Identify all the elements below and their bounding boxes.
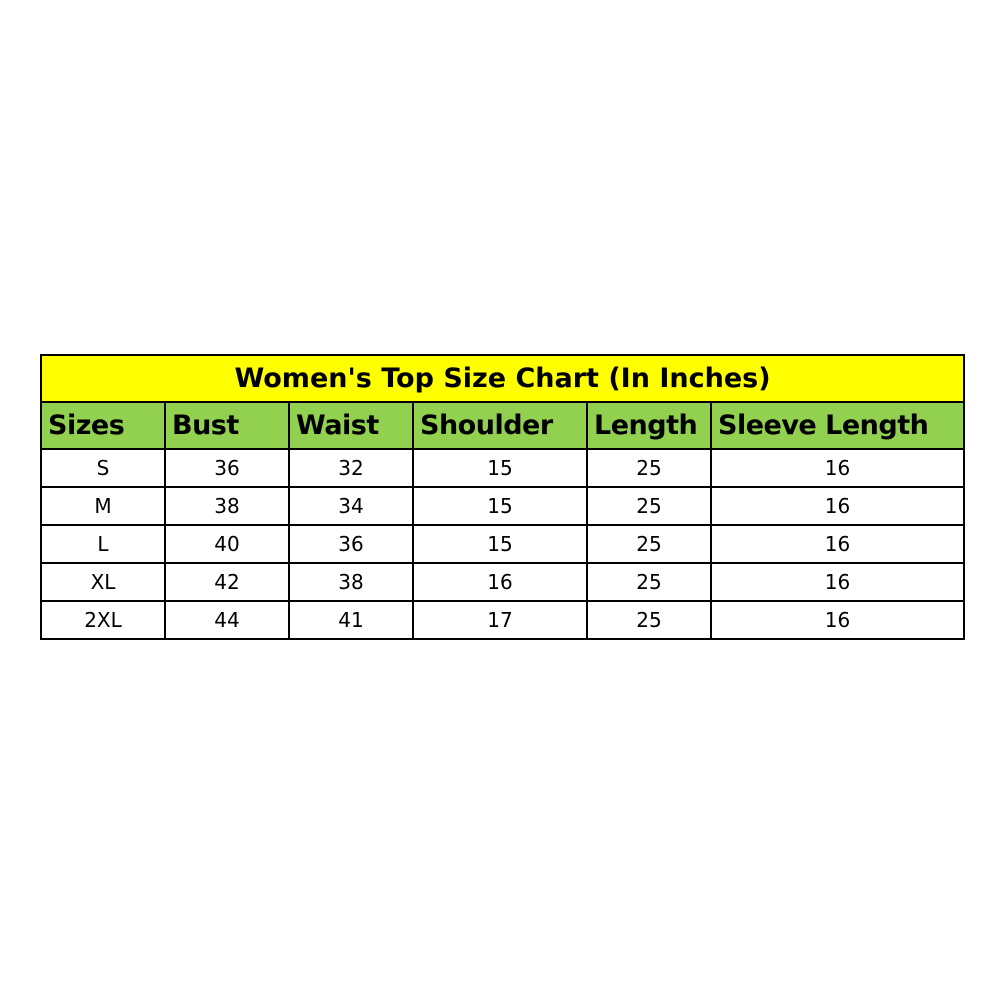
cell-shoulder: 15 bbox=[412, 448, 588, 488]
cell-sleeve-length: 16 bbox=[710, 486, 965, 526]
header-row: Sizes Bust Waist Shoulder Length Sleeve … bbox=[40, 401, 965, 450]
cell-shoulder: 15 bbox=[412, 524, 588, 564]
header-waist: Waist bbox=[288, 401, 414, 450]
header-bust: Bust bbox=[164, 401, 290, 450]
cell-bust: 38 bbox=[164, 486, 290, 526]
cell-bust: 44 bbox=[164, 600, 290, 640]
cell-size: S bbox=[40, 448, 166, 488]
table-row: 2XL 44 41 17 25 16 bbox=[40, 600, 965, 640]
cell-waist: 38 bbox=[288, 562, 414, 602]
cell-bust: 42 bbox=[164, 562, 290, 602]
cell-bust: 36 bbox=[164, 448, 290, 488]
cell-shoulder: 15 bbox=[412, 486, 588, 526]
cell-sleeve-length: 16 bbox=[710, 600, 965, 640]
cell-length: 25 bbox=[586, 486, 712, 526]
cell-sleeve-length: 16 bbox=[710, 524, 965, 564]
cell-size: L bbox=[40, 524, 166, 564]
cell-shoulder: 16 bbox=[412, 562, 588, 602]
cell-length: 25 bbox=[586, 448, 712, 488]
cell-sleeve-length: 16 bbox=[710, 448, 965, 488]
cell-bust: 40 bbox=[164, 524, 290, 564]
cell-length: 25 bbox=[586, 524, 712, 564]
cell-length: 25 bbox=[586, 562, 712, 602]
cell-shoulder: 17 bbox=[412, 600, 588, 640]
cell-waist: 41 bbox=[288, 600, 414, 640]
cell-length: 25 bbox=[586, 600, 712, 640]
table-row: M 38 34 15 25 16 bbox=[40, 486, 965, 526]
header-shoulder: Shoulder bbox=[412, 401, 588, 450]
header-sizes: Sizes bbox=[40, 401, 166, 450]
cell-waist: 32 bbox=[288, 448, 414, 488]
table-row: L 40 36 15 25 16 bbox=[40, 524, 965, 564]
cell-waist: 36 bbox=[288, 524, 414, 564]
size-chart-table: Women's Top Size Chart (In Inches) Sizes… bbox=[40, 354, 965, 640]
cell-size: 2XL bbox=[40, 600, 166, 640]
cell-size: XL bbox=[40, 562, 166, 602]
table-title: Women's Top Size Chart (In Inches) bbox=[40, 354, 965, 403]
table-row: S 36 32 15 25 16 bbox=[40, 448, 965, 488]
header-length: Length bbox=[586, 401, 712, 450]
table-row: XL 42 38 16 25 16 bbox=[40, 562, 965, 602]
cell-size: M bbox=[40, 486, 166, 526]
cell-waist: 34 bbox=[288, 486, 414, 526]
header-sleeve-length: Sleeve Length bbox=[710, 401, 965, 450]
cell-sleeve-length: 16 bbox=[710, 562, 965, 602]
